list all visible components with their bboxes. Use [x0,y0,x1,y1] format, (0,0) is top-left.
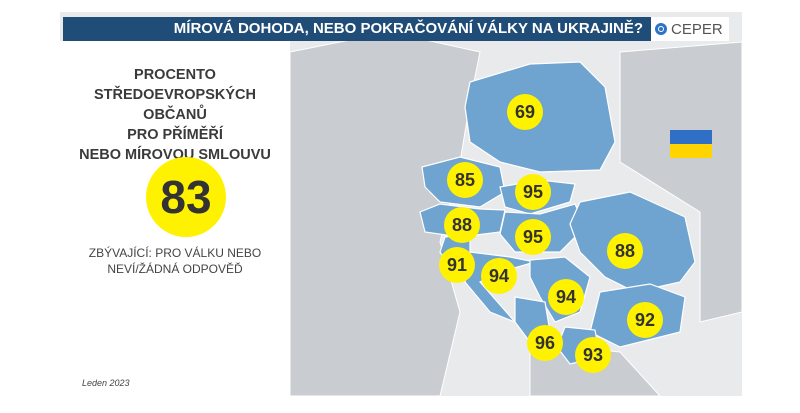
ceper-logo: CEPER [651,17,729,41]
ceper-ring-icon [655,23,667,35]
header-title: MÍROVÁ DOHODA, NEBO POKRAČOVÁNÍ VÁLKY NA… [63,17,651,41]
country-value-bubble: 88 [444,207,480,243]
country-value-bubble: 92 [627,302,663,338]
note-line: ZBÝVAJÍCÍ: PRO VÁLKU NEBO [88,246,262,260]
date-label: Leden 2023 [82,378,130,388]
country-value-bubble: 95 [515,174,551,210]
country-value-bubble: 91 [439,247,475,283]
title-line: PROCENTO [134,67,216,83]
title-line: PRO PŘÍMĚŘÍ [127,127,223,143]
country-value-bubble: 94 [481,258,517,294]
country-value-bubble: 88 [607,233,643,269]
logo-text: CEPER [671,20,723,38]
country-value-bubble: 94 [548,279,584,315]
panel-title: PROCENTO STŘEDOEVROPSKÝCH OBČANŮ PRO PŘÍ… [60,65,290,165]
note: ZBÝVAJÍCÍ: PRO VÁLKU NEBO NEVÍ/ŽÁDNÁ ODP… [60,245,290,277]
ukraine-flag-icon [670,130,712,158]
note-line: NEVÍ/ŽÁDNÁ ODPOVĚĎ [107,262,243,276]
overall-value-bubble: 83 [146,157,226,237]
country-value-bubble: 69 [507,94,543,130]
title-line: OBČANŮ [143,107,207,123]
title-line: NEBO MÍROVOU SMLOUVU [79,147,271,163]
country-value-bubble: 96 [527,325,563,361]
title-line: STŘEDOEVROPSKÝCH [94,87,256,103]
country-value-bubble: 85 [447,162,483,198]
summary-panel: PROCENTO STŘEDOEVROPSKÝCH OBČANŮ PRO PŘÍ… [60,41,290,396]
land-east [619,41,742,323]
country-value-bubble: 93 [575,337,611,373]
country-value-bubble: 95 [515,219,551,255]
